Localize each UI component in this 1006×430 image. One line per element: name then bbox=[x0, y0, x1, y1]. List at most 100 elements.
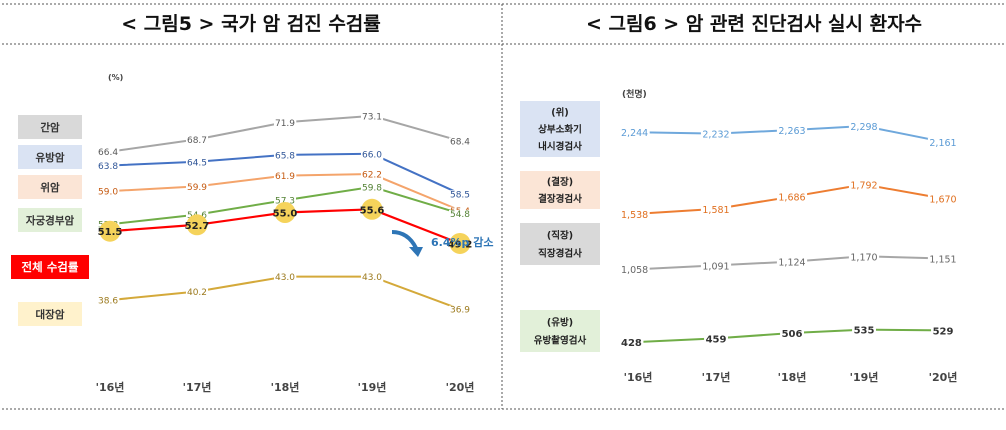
data-label-bg bbox=[927, 194, 959, 206]
x-tick-label: '16년 bbox=[624, 370, 653, 384]
data-label-bg bbox=[700, 129, 732, 141]
data-label-bg bbox=[185, 135, 209, 146]
x-tick-label: '17년 bbox=[183, 380, 212, 394]
data-label-bg bbox=[776, 192, 808, 204]
data-label: 1,670 bbox=[929, 195, 956, 206]
data-label-bg bbox=[185, 182, 209, 193]
data-label: 428 bbox=[621, 338, 642, 349]
x-tick-label: '18년 bbox=[778, 370, 807, 384]
chart-title-right: < 그림6 > 암 관련 진단검사 실시 환자수 bbox=[585, 13, 923, 35]
data-label-bg bbox=[360, 150, 384, 161]
data-label-bg bbox=[700, 204, 732, 216]
data-label-bg bbox=[448, 190, 472, 201]
annotation-label: 6.4%p 감소 bbox=[431, 235, 493, 249]
data-label-bg bbox=[273, 196, 297, 207]
legend-box bbox=[520, 223, 600, 265]
data-label: 71.9 bbox=[275, 119, 295, 129]
data-label: 52.7 bbox=[185, 221, 210, 232]
highlight-point bbox=[449, 232, 471, 254]
data-label: 1,091 bbox=[702, 261, 729, 272]
legend-label: 유방암 bbox=[36, 151, 65, 164]
legend-label: 간암 bbox=[40, 121, 60, 134]
data-label-bg bbox=[931, 326, 955, 338]
data-label: 2,263 bbox=[778, 126, 805, 137]
data-label-bg bbox=[619, 128, 650, 140]
data-label: 529 bbox=[933, 326, 954, 337]
legend-box bbox=[18, 208, 82, 232]
data-label: 459 bbox=[706, 334, 727, 345]
legend-box bbox=[18, 302, 82, 326]
data-label: 1,686 bbox=[778, 193, 805, 204]
data-label-bg bbox=[97, 148, 120, 159]
x-tick-label: '16년 bbox=[96, 380, 125, 394]
data-label: 535 bbox=[854, 326, 875, 337]
data-label: 506 bbox=[782, 329, 803, 340]
data-label-bg bbox=[848, 252, 880, 264]
data-label-bg bbox=[448, 305, 472, 316]
legend-label: 결장경검사 bbox=[538, 193, 582, 205]
legend-box bbox=[520, 310, 600, 352]
data-label: 55.0 bbox=[273, 209, 298, 220]
data-label: 40.2 bbox=[187, 288, 207, 298]
legend-label: (직장) bbox=[547, 229, 573, 241]
legend-box bbox=[18, 175, 82, 199]
data-label: 36.9 bbox=[450, 306, 470, 316]
legend-label: 내시경검사 bbox=[538, 140, 582, 152]
legend-label: 상부소화기 bbox=[538, 124, 582, 136]
data-label: 2,244 bbox=[621, 128, 648, 139]
highlight-point bbox=[186, 214, 208, 236]
decrease-arrow bbox=[391, 230, 418, 249]
data-label: 2,298 bbox=[850, 122, 877, 133]
data-label: 65.8 bbox=[275, 151, 295, 161]
highlight-point bbox=[99, 220, 121, 242]
data-label: 59.8 bbox=[362, 183, 382, 193]
data-label: 57.3 bbox=[275, 197, 295, 207]
data-label-bg bbox=[360, 170, 384, 181]
data-label-bg bbox=[448, 210, 472, 221]
data-label-bg bbox=[273, 151, 297, 162]
data-label: 59.9 bbox=[187, 183, 207, 193]
data-label-bg bbox=[852, 325, 876, 337]
data-label: 43.0 bbox=[362, 273, 382, 283]
data-label: 58.5 bbox=[450, 190, 470, 200]
data-label: 61.9 bbox=[275, 172, 295, 182]
data-label: 73.1 bbox=[362, 112, 382, 122]
chart-title-left: < 그림5 > 국가 암 검진 수검률 bbox=[121, 13, 381, 35]
data-label-bg bbox=[273, 118, 297, 129]
data-label-bg bbox=[448, 137, 472, 148]
data-label-bg bbox=[97, 187, 120, 198]
data-label-bg bbox=[97, 162, 120, 173]
data-label: 1,151 bbox=[929, 254, 956, 265]
x-tick-label: '20년 bbox=[446, 380, 475, 394]
data-label-bg bbox=[360, 273, 384, 284]
data-label-bg bbox=[360, 112, 384, 123]
data-label-bg bbox=[704, 334, 728, 346]
data-label: 43.0 bbox=[275, 273, 295, 283]
data-label-bg bbox=[273, 172, 297, 183]
data-label: 54.8 bbox=[450, 210, 470, 220]
data-label: 68.4 bbox=[450, 137, 470, 147]
data-label-bg bbox=[776, 126, 808, 138]
data-label: 2,161 bbox=[929, 138, 956, 149]
legend-box bbox=[11, 255, 89, 279]
x-tick-label: '18년 bbox=[271, 380, 300, 394]
legend-label: 위암 bbox=[40, 181, 60, 194]
data-label-bg bbox=[927, 137, 959, 149]
unit-label-right: (천명) bbox=[622, 88, 647, 100]
data-label-bg bbox=[619, 265, 650, 277]
data-label-bg bbox=[273, 273, 297, 284]
data-label-bg bbox=[927, 254, 959, 266]
data-label: 64.5 bbox=[187, 158, 207, 168]
legend-label: 대장암 bbox=[36, 308, 65, 321]
legend-label: (결장) bbox=[547, 176, 573, 188]
data-label-bg bbox=[619, 209, 650, 221]
data-label-bg bbox=[360, 183, 384, 194]
highlight-point bbox=[361, 198, 383, 220]
data-label-bg bbox=[780, 328, 804, 340]
data-label: 38.6 bbox=[98, 297, 118, 307]
legend-label: 자궁경부암 bbox=[26, 214, 75, 227]
data-label: 1,170 bbox=[850, 252, 877, 263]
data-label: 66.0 bbox=[362, 150, 382, 160]
